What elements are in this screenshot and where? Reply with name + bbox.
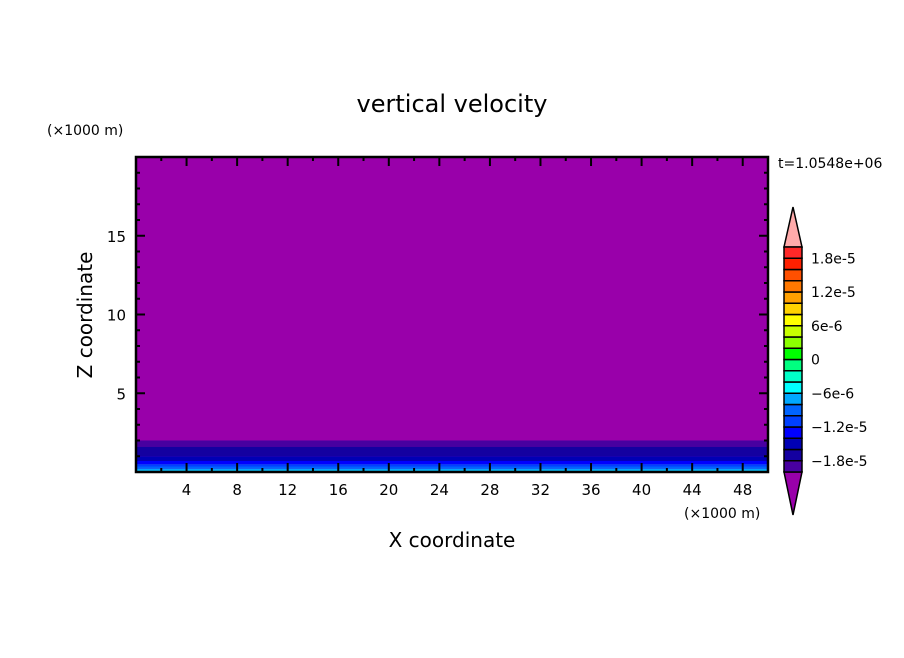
colorbar-swatch	[783, 325, 803, 338]
y-unit-label: (×1000 m)	[47, 123, 123, 139]
x-unit-label: (×1000 m)	[684, 506, 760, 522]
colorbar-tick-label: 1.8e-5	[811, 251, 856, 267]
time-label: t=1.0548e+06	[778, 156, 882, 172]
colorbar-swatch	[783, 302, 803, 316]
contour-band	[136, 466, 768, 469]
colorbar-swatch	[783, 291, 803, 304]
y-axis-label: Z coordinate	[73, 252, 97, 379]
colorbar-swatch	[783, 426, 803, 439]
x-tick-label: 20	[379, 481, 398, 499]
colorbar-swatch	[783, 415, 803, 428]
chart-title: vertical velocity	[357, 90, 548, 118]
colorbar-swatch	[783, 403, 803, 417]
contour-band	[136, 464, 768, 467]
contour-band	[136, 468, 768, 471]
colorbar-under-triangle	[783, 471, 803, 516]
x-tick-label: 40	[632, 481, 651, 499]
x-tick-label: 48	[733, 481, 752, 499]
colorbar-swatch	[783, 392, 803, 406]
colorbar-swatch	[783, 460, 803, 473]
x-tick-label: 4	[182, 481, 192, 499]
colorbar-tick-label: 1.2e-5	[811, 285, 856, 301]
colorbar-swatch	[783, 358, 803, 372]
colorbar-swatch	[783, 336, 803, 349]
y-tick-label: 10	[107, 307, 126, 325]
colorbar-swatch	[783, 246, 803, 259]
y-tick-label: 5	[116, 385, 126, 403]
colorbar-over-triangle	[783, 206, 803, 248]
x-tick-label: 24	[430, 481, 449, 499]
plot-background	[136, 157, 768, 472]
x-tick-label: 28	[480, 481, 499, 499]
colorbar-tick-label: −6e-6	[811, 386, 854, 402]
colorbar-tick-label: −1.2e-5	[811, 420, 868, 436]
colorbar-tick-label: −1.8e-5	[811, 454, 868, 470]
colorbar-swatch	[783, 370, 803, 383]
colorbar-tick-label: 6e-6	[811, 319, 843, 335]
colorbar-swatch	[783, 347, 803, 361]
colorbar-swatch	[783, 257, 803, 271]
colorbar-swatch	[783, 381, 803, 394]
y-tick-label: 15	[107, 228, 126, 246]
colorbar-swatch	[783, 437, 803, 451]
x-tick-label: 8	[232, 481, 242, 499]
contour-band	[136, 460, 768, 465]
colorbar-swatch	[783, 268, 803, 282]
contour-band	[136, 456, 768, 461]
colorbar-tick-label: 0	[811, 353, 820, 369]
colorbar-swatch	[783, 313, 803, 327]
x-tick-label: 16	[329, 481, 348, 499]
contour-band	[136, 446, 768, 457]
contour-band	[136, 440, 768, 447]
colorbar-swatch	[783, 448, 803, 462]
x-axis-label: X coordinate	[389, 528, 516, 552]
x-tick-label: 44	[683, 481, 702, 499]
x-tick-label: 36	[581, 481, 600, 499]
x-tick-label: 12	[278, 481, 297, 499]
plot-frame	[134, 155, 770, 474]
x-tick-label: 32	[531, 481, 550, 499]
colorbar-swatch	[783, 280, 803, 293]
